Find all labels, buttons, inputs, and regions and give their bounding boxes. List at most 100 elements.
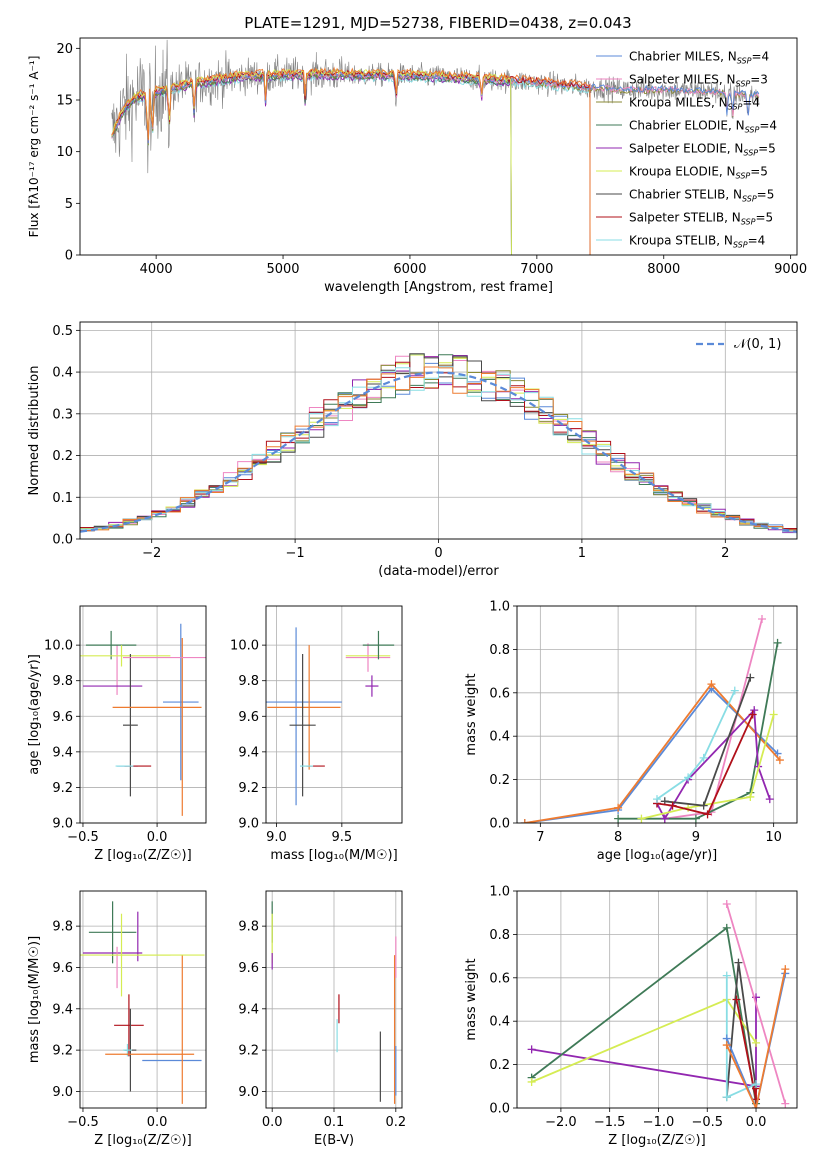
x-tick-label: 0.0 — [262, 1115, 283, 1130]
spectrum-model-line — [111, 72, 512, 255]
y-tick-label: 1.0 — [489, 885, 510, 900]
y-tick-label: 0.5 — [52, 324, 73, 339]
data-point-marker — [699, 801, 708, 810]
legend-label: Chabrier MILES, NSSP=4 — [629, 50, 769, 66]
data-point-marker — [637, 814, 646, 823]
legend-label: Salpeter MILES, NSSP=3 — [629, 73, 768, 89]
plot-area — [80, 623, 206, 816]
data-point-marker — [722, 923, 731, 932]
legend-label: Salpeter STELIB, NSSP=5 — [629, 211, 773, 227]
plot-area — [80, 353, 797, 534]
legend-label: Kroupa STELIB, NSSP=4 — [629, 234, 765, 250]
y-axis-label: Flux [fλ10⁻¹⁷ erg cm⁻² s⁻¹ A⁻¹] — [27, 56, 41, 238]
data-point-marker — [769, 710, 778, 719]
grid-lines — [266, 606, 402, 824]
data-point-marker — [527, 1045, 536, 1054]
data-point-marker — [614, 814, 623, 823]
legend-label: Salpeter ELODIE, NSSP=5 — [629, 142, 776, 158]
y-tick-label: 9.4 — [52, 745, 73, 760]
axes-frame — [265, 605, 403, 824]
x-axis-label: wavelength [Angstrom, rest frame] — [324, 280, 553, 295]
massweight-series-line — [664, 618, 763, 820]
data-point-marker — [732, 995, 741, 1004]
x-axis-label: Z [log₁₀(Z/Z☉)] — [94, 848, 191, 863]
y-axis-label: Normed distribution — [27, 366, 42, 496]
x-axis-label: (data-model)/error — [378, 564, 499, 579]
y-tick-label: 9.0 — [238, 817, 259, 832]
data-point-marker — [775, 756, 784, 765]
y-tick-label: 0.3 — [52, 407, 73, 422]
y-tick-label: 9.2 — [238, 1044, 259, 1059]
data-point-marker — [527, 1077, 536, 1086]
y-tick-label: 9.0 — [52, 1085, 73, 1100]
spectrum-model-line — [111, 70, 760, 144]
x-tick-label: −1.0 — [643, 1115, 675, 1130]
y-tick-label: 0 — [65, 249, 73, 264]
legend-label: Chabrier ELODIE, NSSP=4 — [629, 119, 777, 135]
y-axis-label: mass [log₁₀(M/M☉)] — [27, 936, 42, 1063]
massweight-series-line — [531, 998, 757, 1083]
grid-lines — [80, 606, 206, 824]
spectrum-model-line — [111, 66, 591, 255]
massweight-series-line — [725, 903, 787, 1104]
x-tick-label: 9.5 — [332, 830, 353, 845]
panel-residual_hist: −2 −1 0 1 2 0.0 0.1 0.2 0.3 0.4 0.5 (data-model)/er… — [27, 321, 798, 579]
legend-label: Kroupa ELODIE, NSSP=5 — [629, 165, 768, 181]
panel-spectrum: 4000 5000 6000 7000 8000 9000 0 5 10 15 20 waveleng… — [27, 37, 807, 295]
y-tick-label: 1.0 — [489, 600, 510, 615]
data-point-marker — [668, 801, 677, 810]
legend-label: Kroupa MILES, NSSP=4 — [629, 96, 760, 112]
x-axis-label: age [log₁₀(age/yr)] — [597, 848, 718, 863]
y-tick-label: 9.2 — [52, 1044, 73, 1059]
y-tick-label: 0.4 — [52, 366, 73, 381]
y-tick-label: 0.8 — [489, 928, 510, 943]
massweight-series-line — [656, 708, 771, 821]
data-point-marker — [734, 958, 743, 967]
y-tick-label: 9.4 — [238, 745, 259, 760]
y-tick-label: 20 — [56, 42, 73, 57]
spectrum-model-line — [111, 73, 512, 255]
y-tick-label: 9.8 — [238, 674, 259, 689]
data-point-marker — [746, 792, 755, 801]
data-point-marker — [752, 1080, 761, 1089]
legend-label: Chabrier STELIB, NSSP=5 — [629, 188, 774, 204]
y-tick-label: 9.0 — [52, 817, 73, 832]
y-tick-label: 10.0 — [230, 639, 259, 654]
plot-area — [266, 627, 395, 806]
y-tick-label: 9.0 — [238, 1085, 259, 1100]
y-tick-label: 10 — [56, 145, 73, 160]
plot-area — [111, 39, 760, 255]
x-tick-label: 8000 — [647, 262, 680, 277]
x-tick-label: 9000 — [774, 262, 807, 277]
spectrum-model-line — [111, 69, 591, 255]
grid-lines — [266, 891, 402, 1108]
data-point-marker — [781, 1099, 790, 1108]
y-tick-label: 9.8 — [52, 920, 73, 935]
y-tick-label: 0.4 — [489, 1015, 510, 1030]
x-tick-label: 0 — [434, 546, 442, 561]
massweight-series-line — [656, 714, 754, 816]
x-tick-label: 5000 — [266, 262, 299, 277]
x-axis-label: Z [log₁₀(Z/Z☉)] — [608, 1133, 705, 1148]
data-point-marker — [660, 814, 669, 823]
histogram-step — [80, 366, 797, 532]
y-tick-label: 0.0 — [489, 817, 510, 832]
x-tick-label: 0.0 — [746, 1115, 767, 1130]
x-tick-label: 8 — [614, 830, 622, 845]
y-tick-label: 9.8 — [238, 920, 259, 935]
panel-age_vs_mass: 9.0 9.5 9.0 9.2 9.4 9.6 9.8 10.0 mass [log₁₀(M/M… — [230, 605, 403, 863]
y-tick-label: 0.4 — [489, 730, 510, 745]
plot-area — [527, 900, 790, 1108]
y-tick-label: 9.6 — [52, 961, 73, 976]
data-point-marker — [722, 900, 731, 909]
y-tick-label: 0.6 — [489, 686, 510, 701]
x-tick-label: −0.5 — [67, 1115, 99, 1130]
figure-title: PLATE=1291, MJD=52738, FIBERID=0438, z=0… — [244, 14, 631, 32]
x-axis-label: Z [log₁₀(Z/Z☉)] — [94, 1133, 191, 1148]
massweight-series-line — [664, 677, 752, 807]
x-tick-label: 6000 — [393, 262, 426, 277]
y-tick-label: 5 — [65, 197, 73, 212]
data-point-marker — [752, 1104, 761, 1108]
x-tick-label: 7000 — [520, 262, 553, 277]
